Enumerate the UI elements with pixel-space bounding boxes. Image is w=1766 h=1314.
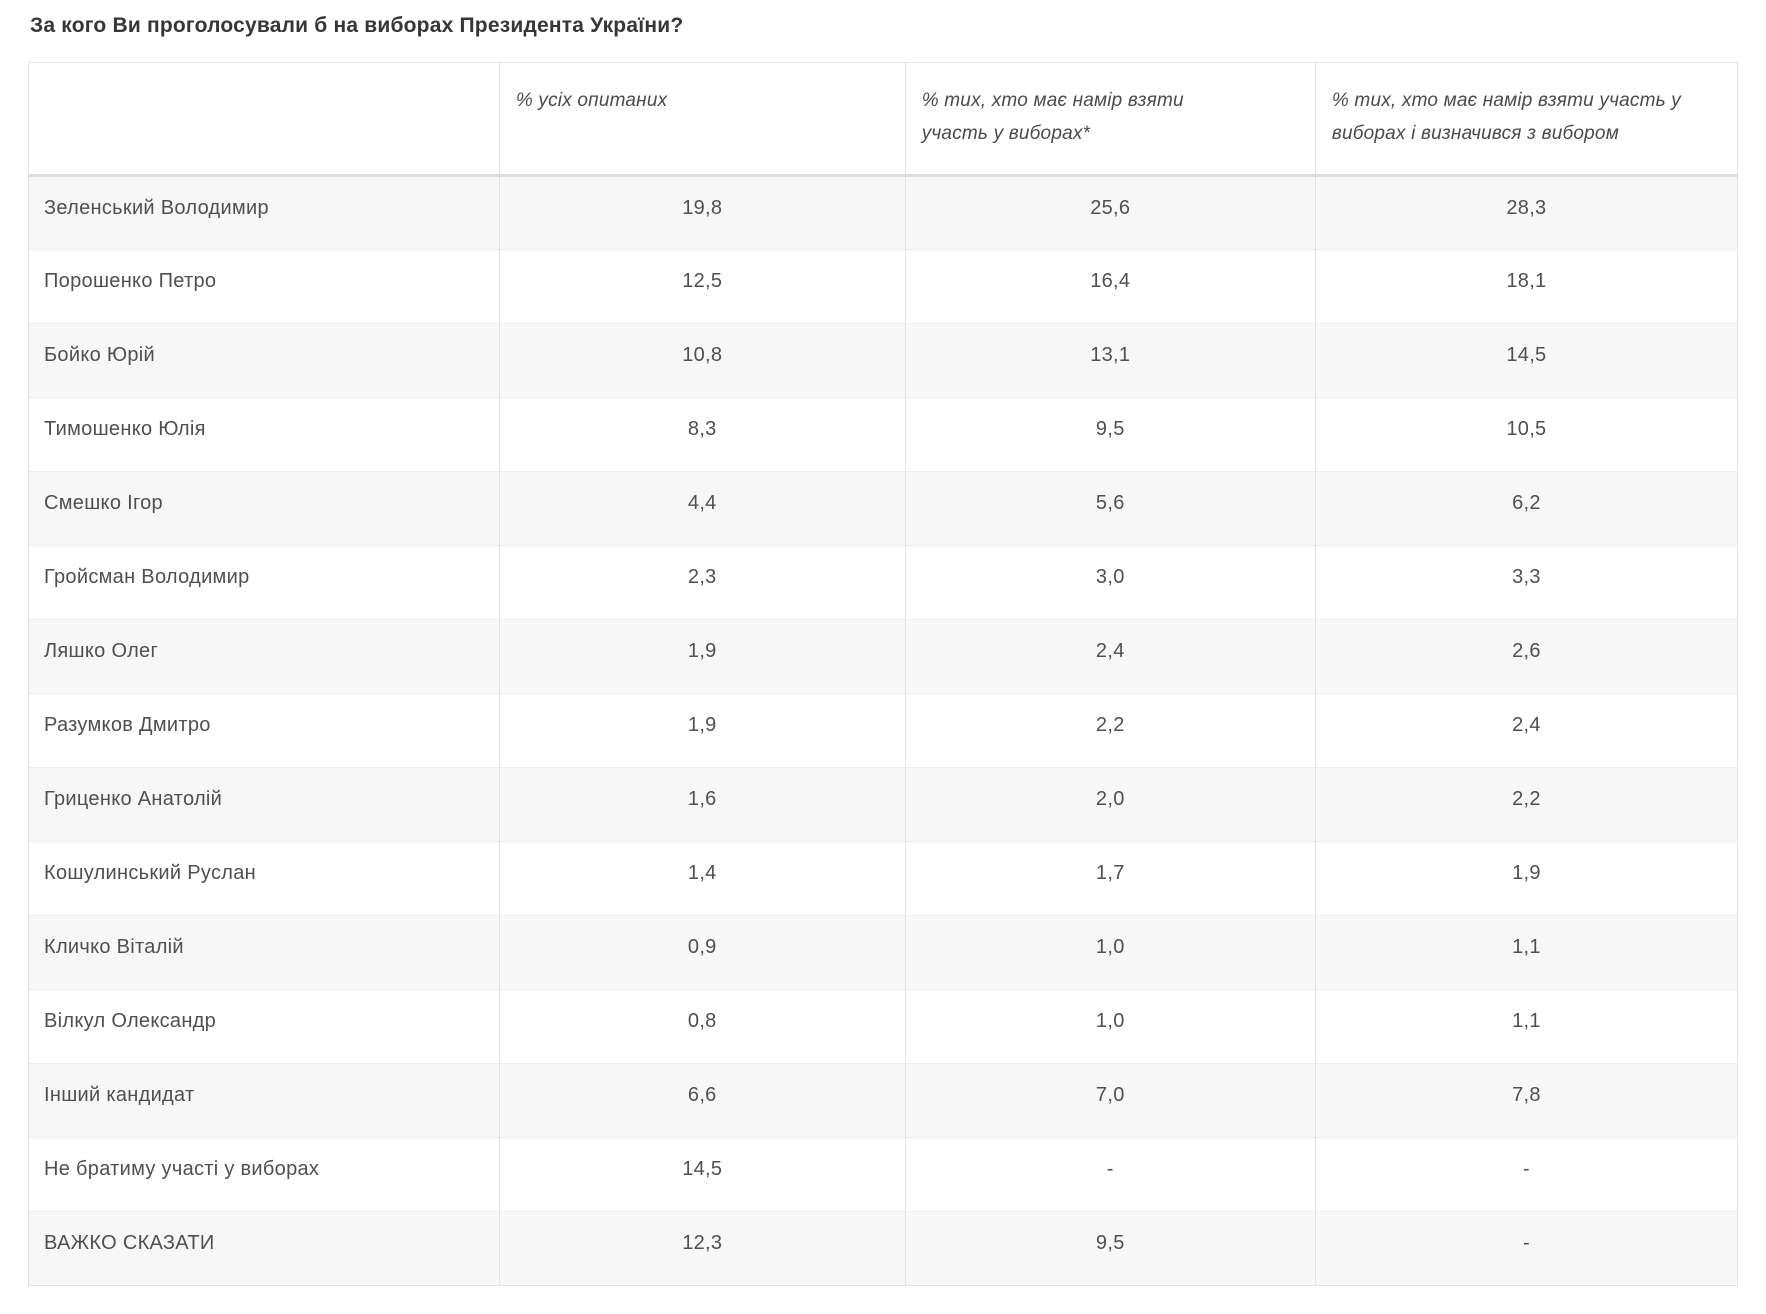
pct-intend-to-vote: 2,2 [904, 693, 1316, 768]
candidate-name: Тимошенко Юлія [28, 397, 500, 472]
column-header-intend-to-vote: % тих, хто має намір взяти участь у вибо… [904, 62, 1316, 177]
pct-intend-and-decided: 28,3 [1314, 175, 1738, 250]
table-row: Гриценко Анатолій 1,6 2,0 2,2 [28, 767, 1738, 842]
pct-all-respondents: 1,6 [498, 767, 906, 842]
pct-all-respondents: 8,3 [498, 397, 906, 472]
candidate-name: Ляшко Олег [28, 619, 500, 694]
pct-all-respondents: 1,9 [498, 619, 906, 694]
pct-intend-to-vote: 5,6 [904, 471, 1316, 546]
pct-all-respondents: 4,4 [498, 471, 906, 546]
table-row: Гройсман Володимир 2,3 3,0 3,3 [28, 545, 1738, 620]
pct-intend-to-vote: - [904, 1137, 1316, 1212]
pct-intend-to-vote: 25,6 [904, 175, 1316, 250]
pct-intend-to-vote: 2,4 [904, 619, 1316, 694]
candidate-name: Вілкул Олександр [28, 989, 500, 1064]
pct-all-respondents: 12,3 [498, 1211, 906, 1286]
table-header: % усіх опитаних % тих, хто має намір взя… [28, 62, 1738, 177]
pct-intend-and-decided: 6,2 [1314, 471, 1738, 546]
pct-intend-to-vote: 2,0 [904, 767, 1316, 842]
table-row: Не братиму участі у виборах 14,5 - - [28, 1137, 1738, 1212]
pct-intend-and-decided: 14,5 [1314, 323, 1738, 398]
column-header-intend-and-decided: % тих, хто має намір взяти участь у вибо… [1314, 62, 1738, 177]
pct-intend-and-decided: - [1314, 1137, 1738, 1212]
poll-results-table: % усіх опитаних % тих, хто має намір взя… [28, 62, 1738, 1286]
table-row: Кошулинський Руслан 1,4 1,7 1,9 [28, 841, 1738, 916]
candidate-name: Гройсман Володимир [28, 545, 500, 620]
candidate-name: Смешко Ігор [28, 471, 500, 546]
table-row: Бойко Юрій 10,8 13,1 14,5 [28, 323, 1738, 398]
pct-intend-to-vote: 1,0 [904, 989, 1316, 1064]
table-row: Ляшко Олег 1,9 2,4 2,6 [28, 619, 1738, 694]
table-row: Тимошенко Юлія 8,3 9,5 10,5 [28, 397, 1738, 472]
pct-intend-and-decided: 1,9 [1314, 841, 1738, 916]
pct-all-respondents: 14,5 [498, 1137, 906, 1212]
pct-intend-to-vote: 9,5 [904, 1211, 1316, 1286]
pct-intend-to-vote: 1,7 [904, 841, 1316, 916]
pct-all-respondents: 1,4 [498, 841, 906, 916]
table-row: Вілкул Олександр 0,8 1,0 1,1 [28, 989, 1738, 1064]
pct-all-respondents: 19,8 [498, 175, 906, 250]
pct-intend-to-vote: 9,5 [904, 397, 1316, 472]
pct-all-respondents: 12,5 [498, 249, 906, 324]
candidate-name: Гриценко Анатолій [28, 767, 500, 842]
table-row: Інший кандидат 6,6 7,0 7,8 [28, 1063, 1738, 1138]
pct-all-respondents: 0,9 [498, 915, 906, 990]
column-header-all-respondents: % усіх опитаних [498, 62, 906, 177]
pct-intend-and-decided: 1,1 [1314, 989, 1738, 1064]
table-row: ВАЖКО СКАЗАТИ 12,3 9,5 - [28, 1211, 1738, 1286]
pct-intend-and-decided: 3,3 [1314, 545, 1738, 620]
pct-intend-and-decided: 10,5 [1314, 397, 1738, 472]
pct-intend-and-decided: 2,4 [1314, 693, 1738, 768]
candidate-name: Не братиму участі у виборах [28, 1137, 500, 1212]
pct-intend-to-vote: 13,1 [904, 323, 1316, 398]
pct-intend-and-decided: 18,1 [1314, 249, 1738, 324]
candidate-name: Кошулинський Руслан [28, 841, 500, 916]
column-header-candidate [28, 62, 500, 177]
pct-intend-and-decided: 2,2 [1314, 767, 1738, 842]
candidate-name: Порошенко Петро [28, 249, 500, 324]
pct-intend-and-decided: 1,1 [1314, 915, 1738, 990]
pct-intend-to-vote: 3,0 [904, 545, 1316, 620]
pct-intend-and-decided: - [1314, 1211, 1738, 1286]
table-body: Зеленський Володимир 19,8 25,6 28,3 Поро… [28, 175, 1738, 1286]
pct-intend-and-decided: 7,8 [1314, 1063, 1738, 1138]
header-row: % усіх опитаних % тих, хто має намір взя… [28, 62, 1738, 177]
candidate-name: ВАЖКО СКАЗАТИ [28, 1211, 500, 1286]
pct-all-respondents: 6,6 [498, 1063, 906, 1138]
table-row: Кличко Віталій 0,9 1,0 1,1 [28, 915, 1738, 990]
table-row: Разумков Дмитро 1,9 2,2 2,4 [28, 693, 1738, 768]
candidate-name: Разумков Дмитро [28, 693, 500, 768]
candidate-name: Бойко Юрій [28, 323, 500, 398]
candidate-name: Інший кандидат [28, 1063, 500, 1138]
candidate-name: Кличко Віталій [28, 915, 500, 990]
pct-all-respondents: 10,8 [498, 323, 906, 398]
pct-intend-and-decided: 2,6 [1314, 619, 1738, 694]
pct-intend-to-vote: 1,0 [904, 915, 1316, 990]
pct-intend-to-vote: 16,4 [904, 249, 1316, 324]
table-row: Порошенко Петро 12,5 16,4 18,1 [28, 249, 1738, 324]
pct-all-respondents: 2,3 [498, 545, 906, 620]
page-title: За кого Ви проголосували б на виборах Пр… [30, 14, 684, 37]
pct-all-respondents: 1,9 [498, 693, 906, 768]
candidate-name: Зеленський Володимир [28, 175, 500, 250]
table-row: Зеленський Володимир 19,8 25,6 28,3 [28, 175, 1738, 250]
page: За кого Ви проголосували б на виборах Пр… [28, 14, 1738, 1286]
pct-intend-to-vote: 7,0 [904, 1063, 1316, 1138]
table-row: Смешко Ігор 4,4 5,6 6,2 [28, 471, 1738, 546]
pct-all-respondents: 0,8 [498, 989, 906, 1064]
